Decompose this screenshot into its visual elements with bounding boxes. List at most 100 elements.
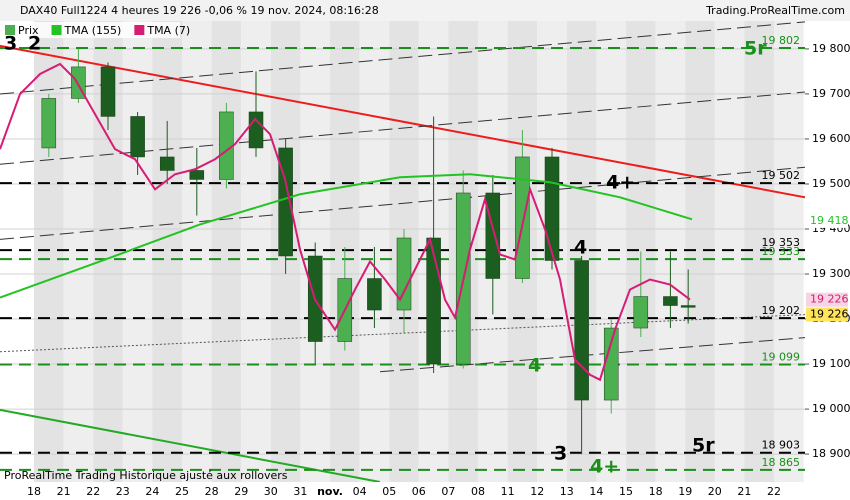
series-line (0, 62, 691, 382)
y-tick-label: 19 000 (812, 402, 850, 415)
level-label: 19 099 (762, 350, 801, 363)
annotation: 4+ (606, 172, 635, 194)
legend-swatch (51, 25, 62, 35)
x-tick-label: 18 (27, 485, 41, 498)
candle-body (248, 111, 264, 149)
trend-line (0, 166, 806, 240)
trend-line (379, 337, 806, 373)
x-tick-label: 28 (205, 485, 219, 498)
y-tick-label: 19 700 (812, 87, 850, 100)
candle-body (100, 66, 116, 117)
annotation: 2 (28, 33, 41, 55)
legend-swatch (134, 25, 145, 35)
candle-body (574, 260, 589, 401)
candle-body (41, 98, 57, 149)
annotation: 5r (692, 435, 715, 457)
x-tick-label: 05 (382, 485, 396, 498)
price-tag-label: 19 226 (810, 293, 849, 306)
annotation: 3 (554, 443, 567, 465)
legend-swatch (5, 25, 15, 35)
day-stripe (182, 21, 212, 482)
x-tick-label: 13 (560, 485, 574, 498)
level-label: 19 802 (762, 34, 801, 47)
x-tick-label: 23 (116, 485, 130, 498)
trend-line (0, 21, 806, 95)
annotation: 4+ (590, 456, 619, 478)
y-tick-label: 19 100 (812, 357, 850, 370)
y-tick-label: 18 900 (812, 447, 850, 460)
legend-label: TMA (155) (64, 24, 122, 37)
x-axis-bar (0, 482, 850, 500)
x-tick-label: 24 (145, 485, 159, 498)
level-label: 19 333 (762, 245, 801, 258)
series-line (0, 173, 693, 299)
candle-body (219, 111, 234, 180)
y-tick-label: 19 300 (812, 267, 850, 280)
annotation: 4 (528, 355, 541, 377)
y-tick-label: 19 600 (812, 132, 850, 145)
level-label: 18 865 (762, 456, 801, 469)
candle-body (680, 305, 696, 308)
day-stripe (685, 21, 715, 482)
x-tick-label: 22 (86, 485, 100, 498)
x-tick-label: 12 (530, 485, 544, 498)
x-tick-label: 21 (57, 485, 71, 498)
footer: ProRealTime Trading Historique ajusté au… (4, 469, 288, 482)
candle-body (485, 192, 501, 279)
x-tick-label: 15 (619, 485, 633, 498)
candle-body (515, 156, 530, 279)
level-label: 19 353 (762, 236, 801, 249)
x-tick-label: 31 (293, 485, 307, 498)
legend: Prix TMA (155) TMA (7) (5, 24, 190, 37)
legend-label: Prix (18, 24, 39, 37)
x-tick-label: 14 (589, 485, 603, 498)
header-bar (0, 0, 850, 21)
day-stripe (34, 21, 64, 482)
annotation: 3 (4, 33, 17, 55)
y-tick-label: 19 800 (812, 42, 850, 55)
axis-gutter (805, 21, 850, 482)
level-label: 19 502 (762, 169, 801, 182)
candle-body (278, 147, 293, 257)
x-tick-label: 11 (501, 485, 515, 498)
price-tag-label: 19 418 (810, 214, 849, 227)
trend-line (0, 44, 806, 199)
price-tag (806, 213, 848, 228)
y-tick-label: 19 500 (812, 177, 850, 190)
legend-label: TMA (7) (146, 24, 190, 37)
x-tick-label: 08 (471, 485, 485, 498)
annotation: 5r (744, 38, 767, 60)
x-tick-label: 21 (737, 485, 751, 498)
annotations: 3 2 5r 4+ 4 4 3 5r 4+ (4, 33, 767, 478)
candle-body (159, 156, 175, 171)
candle-body (396, 237, 412, 311)
candle-body (367, 278, 382, 311)
level-label: 19 202 (762, 304, 801, 317)
header-title: DAX40 Full1224 4 heures 19 226 -0,06 % 1… (20, 4, 379, 17)
candle-body (633, 296, 649, 329)
level-label: 18 903 (762, 439, 801, 452)
x-tick-label: 29 (234, 485, 248, 498)
candle-body (663, 296, 678, 306)
day-stripe (714, 21, 745, 482)
x-tick-label: 20 (708, 485, 722, 498)
x-tick-label: 19 (678, 485, 692, 498)
x-tick-label: 22 (767, 485, 781, 498)
x-tick-label: 25 (175, 485, 189, 498)
candle-body (544, 156, 560, 261)
candle-body (189, 170, 205, 180)
x-tick-label: 18 (649, 485, 663, 498)
day-stripe (211, 21, 242, 482)
plot (0, 21, 850, 483)
trend-line (0, 408, 381, 483)
x-tick-label: 04 (353, 485, 367, 498)
price-tag (806, 307, 848, 322)
candle-body (130, 116, 145, 158)
x-tick-label: nov. (317, 485, 343, 498)
x-tick-label: 06 (412, 485, 426, 498)
x-tick-label: 07 (441, 485, 455, 498)
price-tag-label: 19 226 (810, 308, 849, 321)
header-site: Trading.ProRealTime.com (705, 4, 845, 17)
